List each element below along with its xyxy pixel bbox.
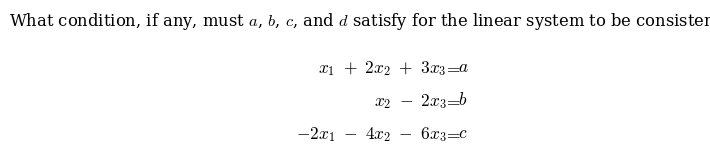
Text: $=$: $=$ [444, 125, 461, 142]
Text: $a$: $a$ [458, 59, 469, 76]
Text: $x_1 \ +\ 2x_2\ +\ 3x_3$: $x_1 \ +\ 2x_2\ +\ 3x_3$ [318, 59, 447, 78]
Text: $=$: $=$ [444, 59, 461, 76]
Text: $-2x_1\ -\ 4x_2\ -\ 6x_3$: $-2x_1\ -\ 4x_2\ -\ 6x_3$ [296, 125, 447, 144]
Text: $b$: $b$ [458, 92, 467, 109]
Text: What condition, if any, must $a$, $b$, $c$, and $d$ satisfy for the linear syste: What condition, if any, must $a$, $b$, $… [9, 11, 710, 32]
Text: $c$: $c$ [458, 125, 467, 142]
Text: $=$: $=$ [444, 92, 461, 109]
Text: $x_2\ -\ 2x_3$: $x_2\ -\ 2x_3$ [373, 92, 447, 111]
